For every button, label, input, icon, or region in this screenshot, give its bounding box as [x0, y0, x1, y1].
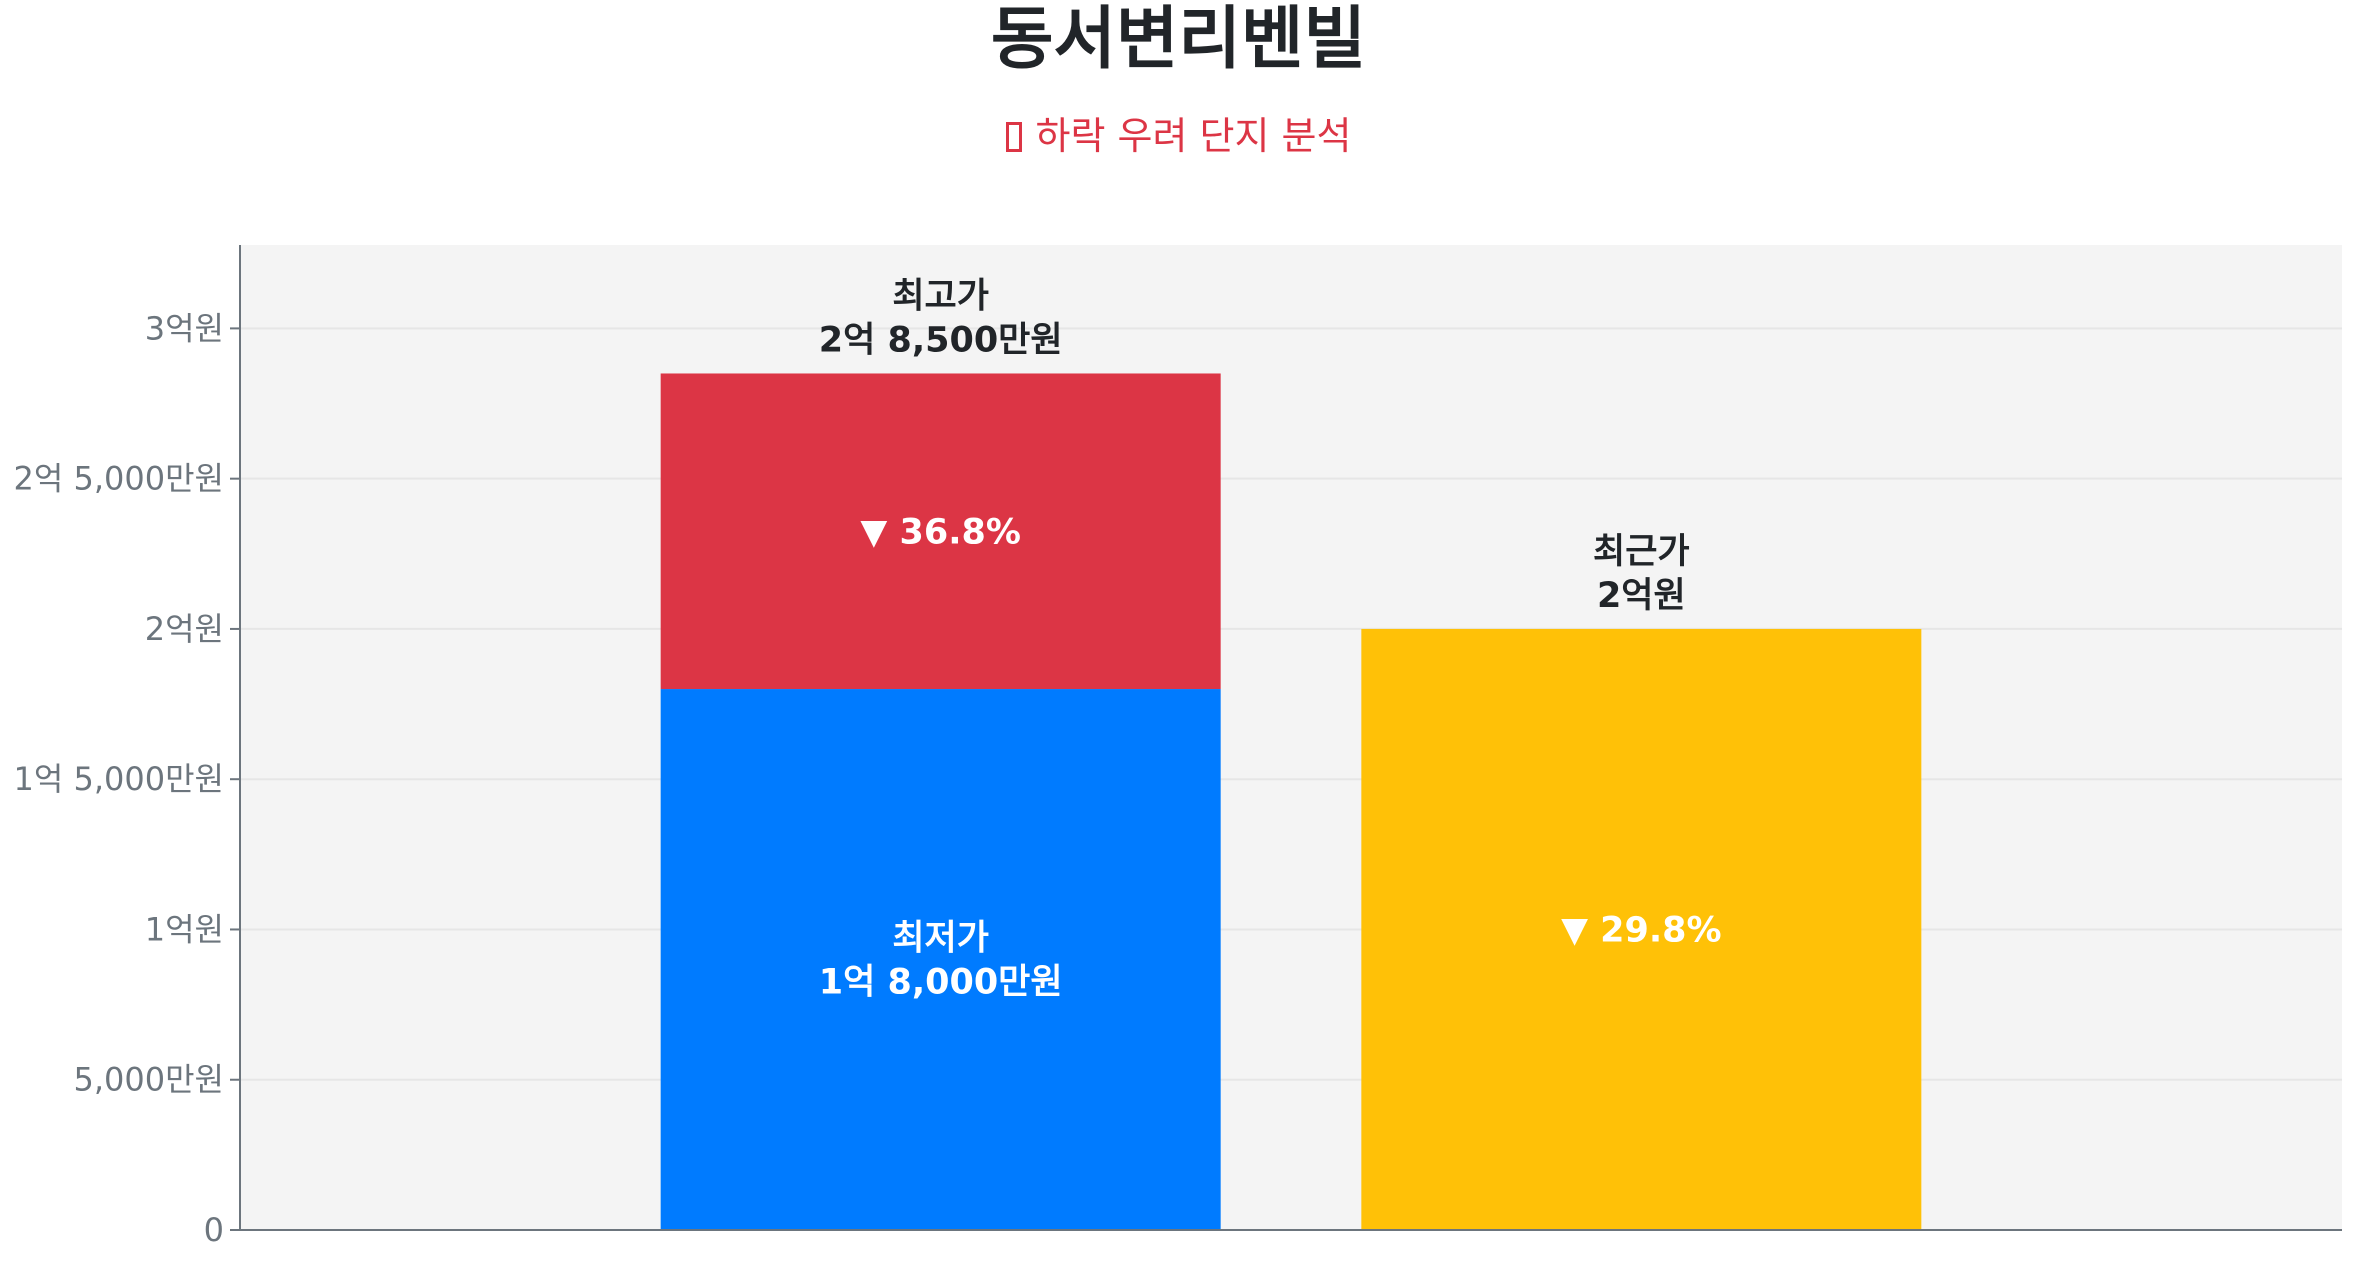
bar-top-label: 2억원: [1597, 576, 1686, 616]
plot-area: [240, 245, 2342, 1230]
y-tick-label: 3억원: [145, 309, 224, 347]
bar-segment: [1361, 628, 1922, 1230]
bar-segment-label: 1억 8,000만원: [819, 963, 1063, 1003]
bar-segment-label: ▼ 29.8%: [1561, 910, 1722, 950]
bar-top-label: 최고가: [892, 276, 989, 316]
bar-top-label: 최근가: [1593, 532, 1690, 572]
bar-segment: [660, 689, 1221, 1230]
y-tick-label: 1억 5,000만원: [14, 760, 224, 798]
bar-segment-label: ▼ 36.8%: [860, 512, 1021, 552]
chart-subtitle: 하락 우려 단지 분석: [0, 108, 2357, 164]
bar-top-label: 2억 8,500만원: [819, 320, 1063, 360]
chart-title: 동서변리벤빌: [990, 0, 1367, 79]
chart-decreasing-icon: [1005, 122, 1022, 152]
subtitle-text: 하락 우려 단지 분석: [1035, 114, 1352, 158]
bar-segment-label: 최저가: [892, 919, 989, 959]
bar-segment: [660, 373, 1221, 690]
y-tick-label: 2억 5,000만원: [14, 460, 224, 498]
y-tick-label: 0: [204, 1211, 224, 1249]
y-tick-label: 5,000만원: [74, 1061, 225, 1099]
y-tick-label: 1억원: [145, 910, 224, 948]
y-tick-label: 2억원: [145, 610, 224, 648]
